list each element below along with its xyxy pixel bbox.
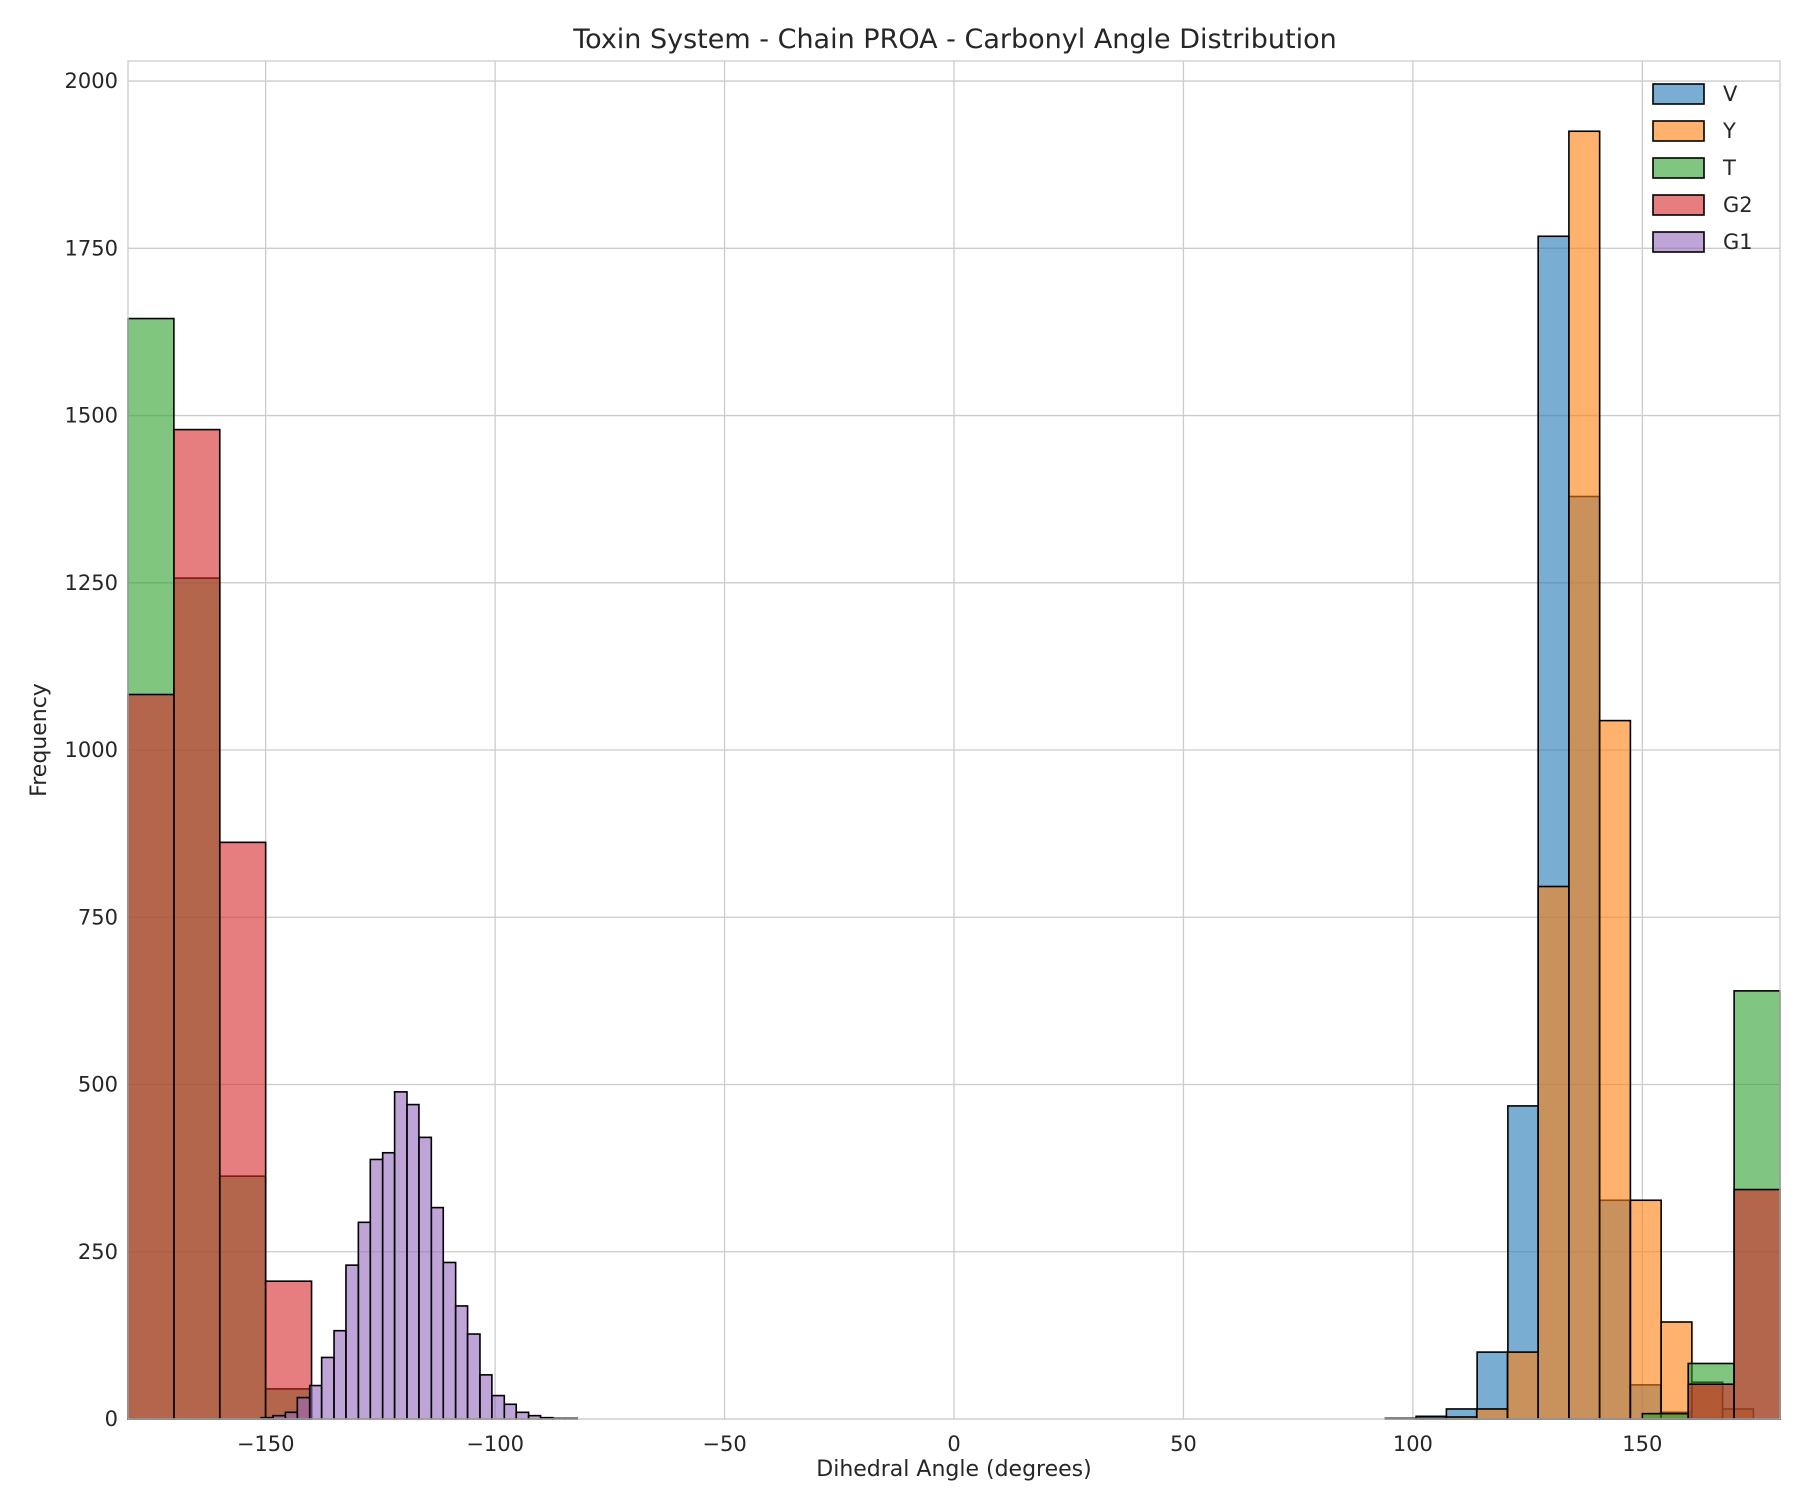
histogram-bar-g1 <box>466 1333 481 1420</box>
histogram-bar-g1 <box>296 1396 311 1420</box>
histogram-bar-g2 <box>127 693 175 1420</box>
histogram-bar-y <box>1475 1408 1509 1420</box>
histogram-bar-g2 <box>1687 1383 1735 1420</box>
histogram-bar-g1 <box>308 1384 323 1420</box>
histogram-bar-g1 <box>357 1221 372 1420</box>
x-tick-label: 0 <box>947 1432 960 1456</box>
histogram-bar-g1 <box>406 1103 420 1420</box>
y-tick-label: 250 <box>78 1240 118 1264</box>
x-tick-label: 50 <box>1170 1432 1197 1456</box>
histogram-bar-y <box>1537 885 1570 1420</box>
y-axis-ticks: 0 250 500 750 1000 1250 1500 1750 2000 <box>65 69 118 1431</box>
histogram-bars <box>127 130 1781 1420</box>
histogram-bar-g2 <box>264 1280 313 1420</box>
histogram-bar-g1 <box>503 1403 518 1420</box>
histogram-bar-g2 <box>173 428 221 1420</box>
histogram-bar-g2 <box>1733 1188 1781 1420</box>
y-tick-label: 0 <box>105 1407 118 1431</box>
histogram-bar-g1 <box>333 1329 347 1420</box>
histogram-bar-g1 <box>284 1411 299 1420</box>
histogram-bar-y <box>1598 719 1632 1420</box>
histogram-bar-g1 <box>393 1091 408 1420</box>
histogram-bar-g1 <box>479 1374 493 1420</box>
legend-swatch-t <box>1652 157 1705 179</box>
histogram-bar-g2 <box>218 841 267 1420</box>
histogram-bar-g1 <box>345 1264 360 1420</box>
legend-label-t: T <box>1722 156 1736 180</box>
chart-title: Toxin System - Chain PROA - Carbonyl Ang… <box>572 24 1337 55</box>
legend-swatch-g1 <box>1652 231 1705 253</box>
x-axis-ticks: −150 −100 −50 0 50 100 150 <box>237 1432 1663 1456</box>
histogram-bar-y <box>1568 130 1601 1420</box>
histogram-bar-g1 <box>381 1151 396 1420</box>
plot-area <box>127 60 1781 1420</box>
legend-label-g2: G2 <box>1723 193 1753 217</box>
histogram-bar-g1 <box>491 1394 506 1420</box>
x-tick-label: 100 <box>1393 1432 1433 1456</box>
histogram-bar-g1 <box>369 1158 384 1420</box>
histogram-bar-g1 <box>515 1411 530 1420</box>
histogram-bar-g1 <box>320 1356 335 1420</box>
series-g1-bars <box>260 1091 579 1420</box>
y-tick-label: 500 <box>78 1073 118 1097</box>
y-tick-label: 2000 <box>65 69 118 93</box>
series-y-bars <box>1414 130 1755 1420</box>
x-tick-label: −150 <box>237 1432 295 1456</box>
y-tick-label: 1500 <box>65 404 118 428</box>
histogram-bar-g1 <box>442 1261 457 1420</box>
histogram-bar-g1 <box>430 1206 445 1420</box>
histogram-bar-y <box>1660 1321 1693 1420</box>
y-tick-label: 1750 <box>65 236 118 260</box>
plot-border <box>127 60 1781 1420</box>
legend-swatch-y <box>1652 120 1705 142</box>
x-axis-label: Dihedral Angle (degrees) <box>816 1457 1091 1482</box>
y-tick-label: 750 <box>78 905 118 929</box>
histogram-bar-g1 <box>454 1305 469 1420</box>
legend-label-g1: G1 <box>1723 230 1753 254</box>
histogram-bar-g1 <box>418 1136 433 1420</box>
y-axis-label: Frequency <box>27 683 52 797</box>
histogram-bar-y <box>1506 1351 1539 1420</box>
y-tick-label: 1250 <box>65 571 118 595</box>
series-g2-bars <box>127 428 1781 1420</box>
legend-label-v: V <box>1723 82 1738 106</box>
histogram-bar-y <box>1629 1199 1662 1420</box>
legend-label-y: Y <box>1722 119 1736 143</box>
y-tick-label: 1000 <box>65 738 118 762</box>
legend: VYT G2 G1 <box>1652 82 1753 254</box>
x-tick-label: −50 <box>702 1432 746 1456</box>
legend-swatch-v <box>1652 83 1705 105</box>
histogram-bar-t <box>1641 1412 1690 1420</box>
legend-swatch-g2 <box>1652 194 1705 216</box>
x-tick-label: 150 <box>1622 1432 1662 1456</box>
x-tick-label: −100 <box>466 1432 524 1456</box>
